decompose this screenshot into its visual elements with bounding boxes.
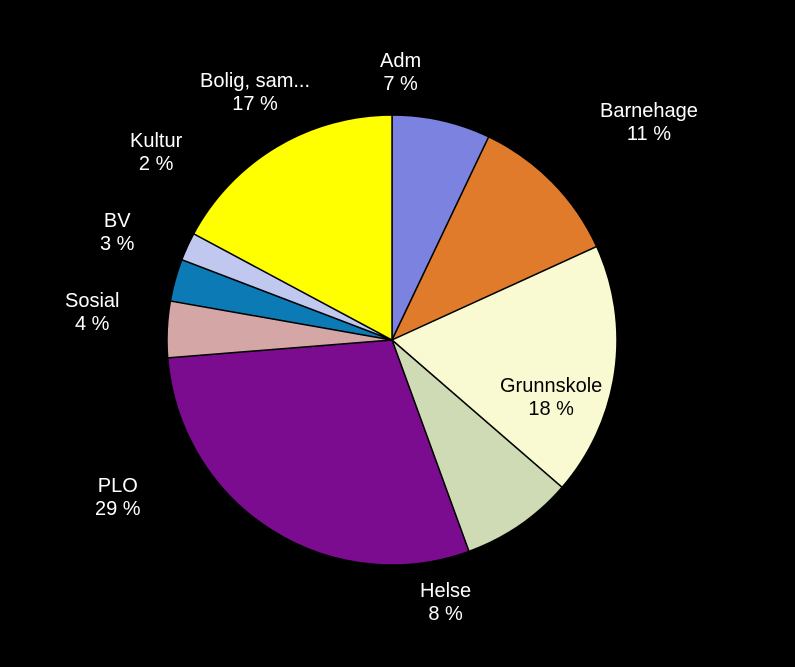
pie-chart-container: Adm7 %Barnehage11 %Grunnskole18 %Helse8 … [0,0,795,667]
pie-chart-svg [0,0,795,667]
